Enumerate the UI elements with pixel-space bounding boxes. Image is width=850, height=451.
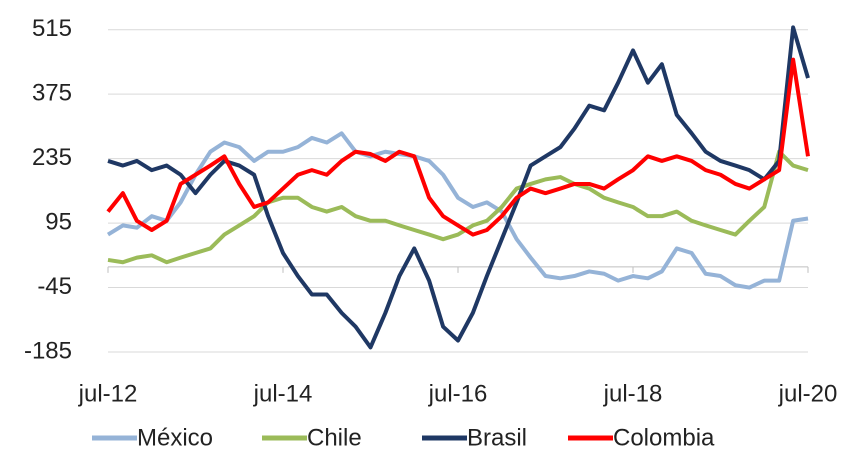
y-tick-label: -185 [24,337,72,364]
x-tick-label: jul-18 [603,380,663,407]
y-tick-label: 375 [32,80,72,107]
series-line [107,149,809,265]
y-tick-label: -45 [37,273,72,300]
legend-label: Brasil [467,424,527,451]
legend-label: Chile [307,424,362,451]
series-line [107,25,810,350]
y-tick-label: 95 [45,208,72,235]
series-line [106,131,809,290]
x-tick-label: jul-16 [428,380,488,407]
legend-label: Colombia [613,424,715,451]
y-tick-label: 235 [32,144,72,171]
series-line [106,57,810,237]
legend-label: México [137,424,213,451]
y-tick-label: 515 [32,15,72,42]
x-tick-label: jul-12 [78,380,138,407]
x-tick-label: jul-14 [253,380,313,407]
x-tick-label: jul-20 [778,380,838,407]
